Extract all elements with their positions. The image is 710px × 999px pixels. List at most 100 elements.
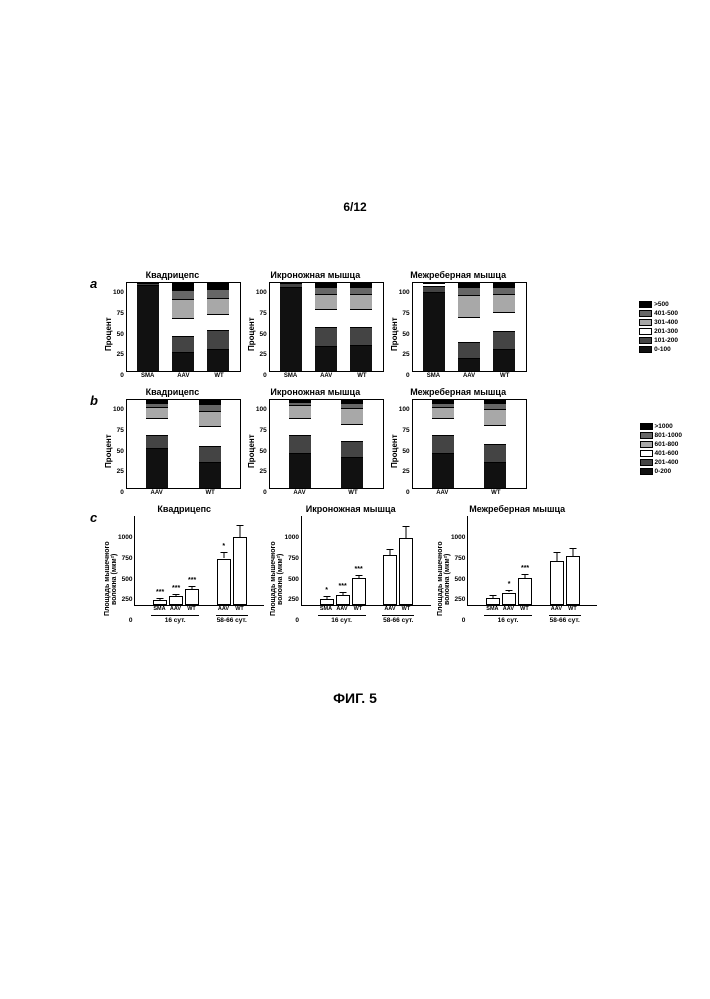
stacked-bar <box>350 283 372 371</box>
bar <box>566 556 580 605</box>
plot-area <box>269 399 384 489</box>
bar-segment <box>315 327 337 346</box>
stacked-bar <box>432 400 454 488</box>
bar-segment <box>484 444 506 462</box>
x-tick-label: AAV <box>315 373 337 379</box>
x-tick-label: SMA <box>485 606 499 612</box>
bar-segment <box>432 418 454 436</box>
bar-segment <box>207 330 229 349</box>
chart-panel: Межреберная мышцаПлощадь мышечного волок… <box>437 504 597 624</box>
y-tick-label: 750 <box>451 555 465 562</box>
x-tick-label: WT <box>232 606 246 612</box>
stacked-bar <box>289 400 311 488</box>
bar-group <box>550 516 580 605</box>
y-tick-label: 75 <box>256 427 267 434</box>
row-label-a: a <box>90 276 102 291</box>
group-labels: 16 сут.58-66 сут. <box>134 612 264 624</box>
y-tick-label: 0 <box>256 489 267 496</box>
legend-swatch <box>639 310 652 317</box>
x-tick-label: WT <box>351 606 365 612</box>
stacked-bar <box>172 283 194 371</box>
bar-segment <box>432 453 454 488</box>
legend-swatch <box>640 459 653 466</box>
error-cap <box>173 594 180 595</box>
plot-area <box>412 282 527 372</box>
bar-segment <box>458 342 480 358</box>
y-tick-label: 50 <box>399 448 410 455</box>
x-tick-label: WT <box>565 606 579 612</box>
legend-item: 801-1000 <box>640 431 682 440</box>
y-tick-label: 25 <box>113 351 124 358</box>
bar-group: * <box>217 516 247 605</box>
bar-segment <box>199 426 221 445</box>
significance-marker: *** <box>521 565 529 572</box>
error-cap <box>553 552 560 553</box>
y-axis-label: Процент <box>390 289 399 379</box>
y-tick-label: 50 <box>256 331 267 338</box>
error-bar <box>326 597 327 598</box>
group-label: 16 сут. <box>318 615 366 624</box>
bar-segment <box>458 317 480 342</box>
panel-title: Межреберная мышца <box>390 387 527 397</box>
bar-segment <box>493 312 515 331</box>
y-tick-label: 0 <box>118 617 132 624</box>
panel-title: Квадрицепс <box>104 387 241 397</box>
error-bar <box>406 527 407 538</box>
bar-segment <box>199 446 221 462</box>
x-axis-ticks: AAVWT <box>412 489 527 496</box>
y-tick-label: 100 <box>256 289 267 296</box>
x-tick-label: AAV <box>168 606 182 612</box>
legend-swatch <box>640 441 653 448</box>
x-axis-ticks: SMAAAVWT <box>412 372 527 379</box>
legend-swatch <box>640 423 653 430</box>
error-cap <box>569 548 576 549</box>
group-label: 16 сут. <box>484 615 532 624</box>
bar-segment <box>172 352 194 371</box>
y-axis-label: Процент <box>247 289 256 379</box>
bar-group: ********* <box>153 516 199 605</box>
y-tick-label: 0 <box>399 489 410 496</box>
bar-segment <box>341 424 363 442</box>
y-tick-label: 0 <box>256 372 267 379</box>
y-tick-label: 25 <box>399 351 410 358</box>
bar-segment <box>493 331 515 349</box>
error-cap <box>490 595 497 596</box>
x-tick-label: AAV <box>216 606 230 612</box>
bar-segment <box>280 287 302 371</box>
legend-label: 401-500 <box>654 309 678 318</box>
x-tick-label: AAV <box>383 606 397 612</box>
x-tick-label: AAV <box>431 490 453 496</box>
significance-marker: *** <box>355 566 363 573</box>
x-tick-label: AAV <box>549 606 563 612</box>
bar <box>550 561 564 605</box>
bar-segment <box>458 287 480 296</box>
bar-segment <box>432 407 454 418</box>
bar-segment <box>350 309 372 327</box>
error-bar <box>358 576 359 578</box>
bar <box>336 595 350 605</box>
bar-segment <box>315 294 337 310</box>
legend-swatch <box>639 346 652 353</box>
row-label-c: c <box>90 510 102 525</box>
chart-panel: Икроножная мышцаПроцент1007550250AAVWT <box>247 387 384 496</box>
y-tick-label: 250 <box>284 596 298 603</box>
x-tick-label: AAV <box>501 606 515 612</box>
stacked-bar <box>137 283 159 371</box>
chart-panel: КвадрицепсПлощадь мышечного волокна (мкм… <box>104 504 264 624</box>
stacked-bar <box>315 283 337 371</box>
bar-segment <box>350 294 372 310</box>
bar-segment <box>199 462 221 488</box>
bar-segment <box>207 289 229 298</box>
bar <box>169 596 183 605</box>
y-tick-label: 50 <box>256 448 267 455</box>
error-cap <box>506 590 513 591</box>
y-tick-label: 250 <box>118 596 132 603</box>
panel-title: Межреберная мышца <box>437 504 597 514</box>
y-tick-label: 0 <box>451 617 465 624</box>
x-tick-label: SMA <box>422 373 444 379</box>
legend-label: >500 <box>654 300 669 309</box>
legend-swatch <box>639 301 652 308</box>
group-labels: 16 сут.58-66 сут. <box>301 612 431 624</box>
plot-area: ********** <box>134 516 264 606</box>
error-cap <box>220 552 227 553</box>
